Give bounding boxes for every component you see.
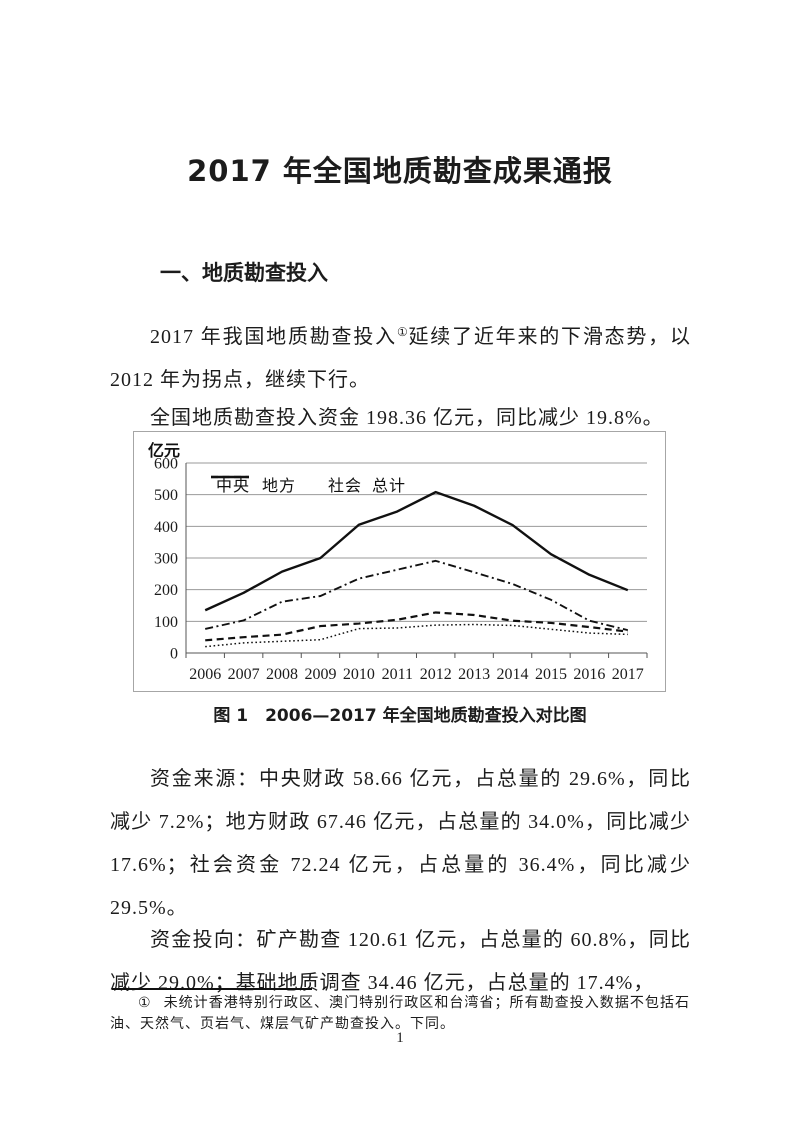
legend-label-total: 总计: [372, 477, 407, 495]
y-tick-label: 100: [154, 614, 178, 631]
x-tick-label: 2014: [497, 666, 529, 683]
paragraph-intro-text-cont: 延续了近年来的下滑态势，以 2012 年为拐点，继续下行。: [110, 326, 692, 391]
x-tick-label: 2008: [266, 666, 298, 683]
series-line-dashed: [205, 611, 628, 642]
footnote-text: 未统计香港特别行政区、澳门特别行政区和台湾省；所有勘查投入数据不包括石油、天然气…: [110, 996, 690, 1032]
footnote-separator: [112, 988, 312, 990]
x-tick-label: 2009: [304, 666, 336, 683]
x-tick-label: 2006: [189, 666, 221, 683]
section-heading: 一、地质勘查投入: [160, 261, 328, 285]
legend-label-social: 社会: [328, 477, 363, 495]
y-tick-label: 300: [154, 551, 178, 568]
x-tick-label: 2011: [382, 666, 413, 683]
legend-swatch-solid: [211, 475, 249, 479]
footnote-reference: ①: [396, 325, 409, 339]
page-title: 2017 年全国地质勘查成果通报: [187, 154, 613, 188]
x-tick-label: 2007: [228, 666, 260, 683]
series-line-solid: [204, 490, 629, 612]
chart-plot-area: 0 100 200 300 400 500 600 2006 2007 2008 2009 2010 2…: [154, 456, 648, 683]
paragraph-intro-text: 2017 年我国地质勘查投入: [150, 326, 397, 348]
legend-label-local: 地方: [262, 477, 297, 495]
footnote-marker: ①: [138, 996, 152, 1011]
y-tick-label: 500: [154, 487, 178, 504]
paragraph-total-investment: 全国地质勘查投入资金 198.36 亿元，同比减少 19.8%。: [150, 407, 664, 429]
x-tick-label: 2017: [612, 666, 644, 683]
x-tick-label: 2010: [343, 666, 375, 683]
paragraph-intro: 2017 年我国地质勘查投入①延续了近年来的下滑态势，以 2012 年为拐点，继…: [110, 311, 691, 402]
chart-y-axis-unit: 亿元: [148, 441, 181, 460]
x-tick-label: 2016: [573, 666, 605, 683]
y-tick-label: 200: [154, 582, 178, 599]
figure-caption: 图 1 2006—2017 年全国地质勘查投入对比图: [213, 706, 587, 726]
x-tick-label: 2012: [420, 666, 452, 683]
chart-legend: 中央 地方 社会 总计: [210, 472, 436, 495]
series-line-dashdot: [205, 559, 629, 632]
legend-label-central: 中央: [216, 477, 251, 495]
investment-line-chart: 0 100 200 300 400 500 600 2006 2007 2008 2009 2010 2…: [133, 431, 666, 692]
y-tick-label: 400: [154, 519, 178, 536]
y-tick-label: 600: [154, 456, 178, 473]
page-number: 1: [396, 1030, 404, 1046]
series-line-dotted: [205, 623, 628, 648]
x-tick-label: 2015: [535, 666, 567, 683]
footnote: ① 未统计香港特别行政区、澳门特别行政区和台湾省；所有勘查投入数据不包括石油、天然…: [110, 993, 690, 1035]
paragraph-funding-sources: 资金来源：中央财政 58.66 亿元，占总量的 29.6%，同比减少 7.2%；…: [110, 768, 691, 919]
y-tick-label: 0: [170, 646, 178, 663]
x-tick-label: 2013: [458, 666, 490, 683]
